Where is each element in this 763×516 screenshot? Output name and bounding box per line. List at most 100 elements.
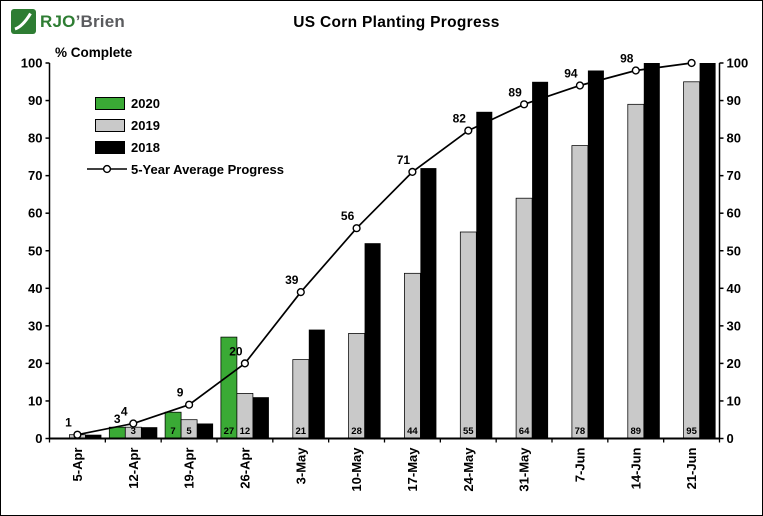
bar-2019-7-Jun	[571, 145, 589, 439]
bar-2018-21-Jun	[699, 63, 716, 439]
y-tick-label-right-0: 0	[727, 431, 734, 446]
bar-label-2019-26-Apr: 12	[240, 426, 251, 437]
average-label-26-Apr: 20	[229, 344, 243, 358]
x-tick-label-3-May: 3-May	[293, 447, 308, 485]
average-label-24-May: 82	[453, 112, 467, 126]
x-tick-label-17-May: 17-May	[405, 447, 420, 492]
average-label-7-Jun: 94	[564, 67, 578, 81]
average-marker-17-May	[408, 167, 417, 177]
x-tick-label-7-Jun: 7-Jun	[572, 447, 587, 482]
average-marker-7-Jun	[575, 81, 585, 90]
bar-2019-24-May	[459, 231, 477, 439]
y-tick-label-right-20: 20	[727, 356, 741, 371]
bar-2020-12-Apr	[108, 426, 126, 439]
x-tick-label-5-Apr: 5-Apr	[70, 448, 85, 482]
average-label-5-Apr: 1	[65, 416, 72, 430]
bar-label-2019-17-May: 44	[407, 426, 418, 437]
average-label-14-Jun: 98	[620, 52, 634, 66]
average-label-3-May: 39	[285, 273, 299, 287]
bar-2019-31-May	[515, 197, 533, 439]
bar-label-2019-24-May: 55	[463, 426, 474, 437]
average-marker-3-May	[296, 288, 305, 297]
bar-label-2019-14-Jun: 89	[630, 426, 641, 437]
y-tick-label-right-10: 10	[727, 393, 741, 408]
x-tick-label-10-May: 10-May	[349, 447, 364, 492]
brand-name: RJO’Brien	[40, 12, 125, 32]
bar-2018-31-May	[532, 81, 549, 439]
average-marker-12-Apr	[129, 419, 138, 428]
bar-label-2019-21-Jun: 95	[686, 426, 697, 437]
bar-2018-17-May	[420, 168, 437, 439]
y-tick-label-left-90: 90	[28, 93, 42, 108]
average-label-12-Apr: 4	[121, 404, 128, 418]
y-tick-label-left-80: 80	[28, 131, 42, 146]
bar-2018-19-Apr	[197, 423, 214, 439]
legend-item-2018: 2018	[95, 139, 284, 155]
x-tick-label-14-Jun: 14-Jun	[628, 447, 643, 489]
y-tick-label-right-50: 50	[727, 243, 741, 258]
y-tick-label-left-40: 40	[28, 281, 42, 296]
bar-2018-10-May	[364, 243, 381, 439]
legend-label-2018: 2018	[131, 139, 160, 155]
bar-2019-14-Jun	[627, 103, 645, 439]
average-label-19-Apr: 9	[177, 386, 184, 400]
bar-label-2020-26-Apr: 27	[224, 426, 235, 437]
bar-label-2019-12-Apr: 3	[131, 426, 136, 437]
chart-title: US Corn Planting Progress	[293, 14, 500, 31]
average-label-10-May: 56	[341, 209, 355, 223]
bar-2018-7-Jun	[587, 70, 604, 439]
y-tick-label-right-80: 80	[727, 131, 741, 146]
bar-2018-3-May	[308, 329, 325, 439]
bar-2019-10-May	[348, 333, 365, 439]
average-marker-24-May	[464, 126, 473, 135]
y-tick-label-left-60: 60	[28, 206, 42, 221]
average-marker-31-May	[519, 100, 529, 109]
legend-swatch-2019	[95, 118, 125, 132]
y-tick-label-right-100: 100	[727, 56, 749, 71]
bar-label-2020-19-Apr: 7	[170, 426, 175, 437]
x-tick-label-26-Apr: 26-Apr	[237, 448, 252, 489]
bar-label-2019-19-Apr: 5	[186, 426, 192, 437]
bar-label-2019-31-May: 64	[519, 426, 530, 437]
y-axis-title: % Complete	[55, 45, 133, 60]
brand-name-primary: RJO	[40, 11, 76, 31]
average-marker-5-Apr	[73, 430, 82, 439]
y-tick-label-left-20: 20	[28, 356, 42, 371]
average-marker-19-Apr	[185, 400, 194, 409]
x-tick-label-19-Apr: 19-Apr	[182, 448, 197, 489]
average-marker-26-Apr	[240, 359, 250, 368]
bar-2018-26-Apr	[252, 397, 269, 439]
x-tick-label-12-Apr: 12-Apr	[126, 448, 141, 489]
legend-swatch-2020	[95, 96, 125, 110]
bar-2019-21-Jun	[683, 81, 700, 439]
legend-line-marker-icon	[87, 164, 127, 174]
brand-logo-icon	[11, 9, 36, 34]
y-tick-label-left-50: 50	[28, 243, 42, 258]
x-tick-label-21-Jun: 21-Jun	[684, 447, 699, 489]
y-tick-label-right-90: 90	[727, 93, 741, 108]
y-tick-label-right-30: 30	[727, 318, 741, 333]
legend-label-average: 5-Year Average Progress	[131, 161, 284, 177]
bar-2018-14-Jun	[643, 63, 660, 439]
legend-item-average: 5-Year Average Progress	[87, 161, 284, 177]
legend-label-2020: 2020	[131, 95, 160, 111]
y-tick-label-left-30: 30	[28, 318, 42, 333]
y-tick-label-left-70: 70	[28, 168, 42, 183]
average-label-17-May: 71	[397, 153, 411, 167]
legend-label-2019: 2019	[131, 117, 160, 133]
legend-swatch-2018	[95, 140, 125, 154]
bar-label-2019-10-May: 28	[351, 426, 362, 437]
y-tick-label-right-70: 70	[727, 168, 741, 183]
legend: 2020 2019 2018 5-Year Average Progress	[87, 95, 284, 184]
y-tick-label-left-0: 0	[35, 431, 42, 446]
legend-item-2020: 2020	[95, 95, 284, 111]
brand-name-secondary: ’Brien	[75, 11, 125, 31]
bar-2018-5-Apr	[85, 434, 102, 439]
y-tick-label-right-60: 60	[727, 206, 741, 221]
bar-2018-24-May	[476, 111, 493, 439]
average-marker-10-May	[352, 224, 361, 233]
brand-logo: RJO’Brien	[11, 9, 125, 34]
legend-item-2019: 2019	[95, 117, 284, 133]
